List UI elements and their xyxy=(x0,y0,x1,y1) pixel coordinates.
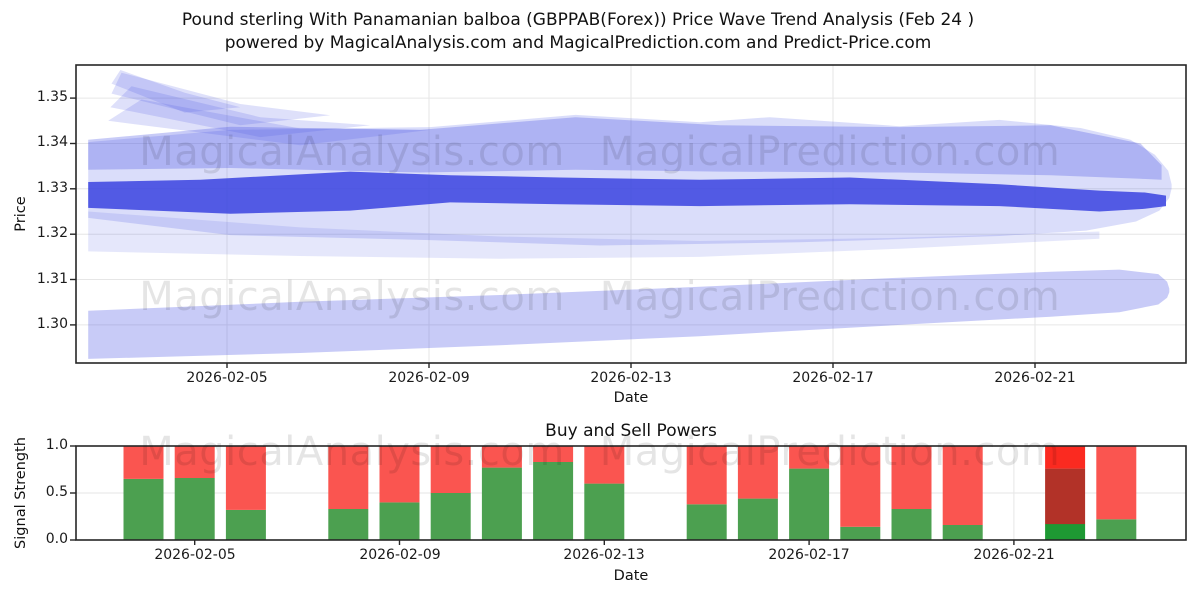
price-ytick-label: 1.35 xyxy=(36,89,68,105)
power-bar-segment-2026-02-10 xyxy=(430,493,471,540)
power-bar-segment-2026-02-15 xyxy=(686,446,727,505)
power-bar-segment-2026-02-17 xyxy=(789,446,830,469)
signal-strength-axis-label: Signal Strength xyxy=(13,437,29,549)
price-fan-poly xyxy=(110,86,371,138)
price-xtick-label: 2026-02-17 xyxy=(792,370,874,386)
power-bar-segment-2026-02-22 xyxy=(1045,468,1086,525)
power-bar-segment-2026-02-19 xyxy=(891,446,932,509)
price-ytick-label: 1.34 xyxy=(36,134,68,150)
watermark-text: MagicalAnalysis.com xyxy=(139,429,565,475)
price-xtick-label: 2026-02-21 xyxy=(994,370,1076,386)
power-xaxis-label: Date xyxy=(613,568,649,584)
power-bars-group xyxy=(123,446,1137,540)
price-xaxis-label: Date xyxy=(613,390,649,406)
power-bar-segment-2026-02-12 xyxy=(533,462,574,540)
power-bar-segment-2026-02-20 xyxy=(942,446,983,525)
power-bar-segment-2026-02-08 xyxy=(328,509,369,540)
price-ytick-label: 1.30 xyxy=(36,316,68,332)
watermark-text: MagicalPrediction.com xyxy=(599,429,1061,475)
power-ytick-label: 0.5 xyxy=(45,484,68,500)
power-bar-segment-2026-02-20 xyxy=(942,525,983,540)
power-xtick-label: 2026-02-17 xyxy=(768,547,850,563)
power-xtick-label: 2026-02-13 xyxy=(563,547,645,563)
power-ytick-label: 1.0 xyxy=(45,437,68,453)
power-xtick-label: 2026-02-09 xyxy=(359,547,441,563)
power-bar-segment-2026-02-04 xyxy=(123,478,164,540)
power-bar-segment-2026-02-18 xyxy=(840,446,881,527)
power-bar-segment-2026-02-17 xyxy=(789,468,830,540)
power-bar-segment-2026-02-06 xyxy=(225,509,266,540)
watermark-text: MagicalPrediction.com xyxy=(599,129,1061,175)
price-ytick-label: 1.31 xyxy=(36,271,68,287)
power-xtick-label: 2026-02-21 xyxy=(973,547,1055,563)
power-bar-segment-2026-02-10 xyxy=(430,446,471,493)
power-bar-segment-2026-02-09 xyxy=(379,502,420,540)
power-bar-segment-2026-02-16 xyxy=(737,446,778,499)
price-fan-poly xyxy=(111,72,331,126)
price-band-lower-extension xyxy=(88,211,1100,259)
price-xtick-label: 2026-02-13 xyxy=(590,370,672,386)
power-bar-segment-2026-02-22 xyxy=(1045,446,1086,469)
power-bar-segment-2026-02-23 xyxy=(1096,446,1137,520)
watermark-text: MagicalAnalysis.com xyxy=(139,274,565,320)
price-band-core-band xyxy=(88,171,1167,214)
price-bands-group xyxy=(88,70,1172,359)
power-bar-segment-2026-02-13 xyxy=(584,483,625,540)
price-fan-poly xyxy=(111,70,241,113)
power-xtick-label: 2026-02-05 xyxy=(154,547,236,563)
power-bar-segment-2026-02-13 xyxy=(584,446,625,484)
power-bar-segment-2026-02-05 xyxy=(174,478,215,540)
power-bar-segment-2026-02-19 xyxy=(891,509,932,540)
price-band-upper-mid xyxy=(88,117,1162,180)
power-bar-segment-2026-02-18 xyxy=(840,526,881,540)
price-xtick-label: 2026-02-05 xyxy=(186,370,268,386)
price-fan-poly xyxy=(108,99,431,146)
power-bar-segment-2026-02-11 xyxy=(481,446,522,468)
watermark-text: MagicalPrediction.com xyxy=(599,274,1061,320)
price-xtick-label: 2026-02-09 xyxy=(388,370,470,386)
power-bar-segment-2026-02-08 xyxy=(328,446,369,509)
price-ytick-label: 1.33 xyxy=(36,180,68,196)
price-ytick-label: 1.32 xyxy=(36,225,68,241)
power-bar-segment-2026-02-15 xyxy=(686,504,727,540)
power-bar-segment-2026-02-11 xyxy=(481,467,522,540)
figure-title-line2: powered by MagicalAnalysis.com and Magic… xyxy=(224,33,932,53)
power-bar-segment-2026-02-05 xyxy=(174,446,215,478)
price-axis-label: Price xyxy=(13,196,29,232)
price-band-bottom-band xyxy=(88,269,1170,359)
watermark-text: MagicalAnalysis.com xyxy=(139,129,565,175)
power-chart-title: Buy and Sell Powers xyxy=(545,421,717,441)
power-ytick-label: 0.0 xyxy=(45,531,68,547)
power-bar-segment-2026-02-04 xyxy=(123,446,164,479)
power-bar-segment-2026-02-12 xyxy=(533,446,574,462)
power-bar-segment-2026-02-09 xyxy=(379,446,420,503)
figure-title-line1: Pound sterling With Panamanian balboa (G… xyxy=(181,10,975,30)
power-bar-segment-2026-02-06 xyxy=(225,446,266,510)
power-bar-segment-2026-02-23 xyxy=(1096,519,1137,540)
power-bar-segment-2026-02-16 xyxy=(737,498,778,540)
power-bar-segment-2026-02-22 xyxy=(1045,524,1086,540)
